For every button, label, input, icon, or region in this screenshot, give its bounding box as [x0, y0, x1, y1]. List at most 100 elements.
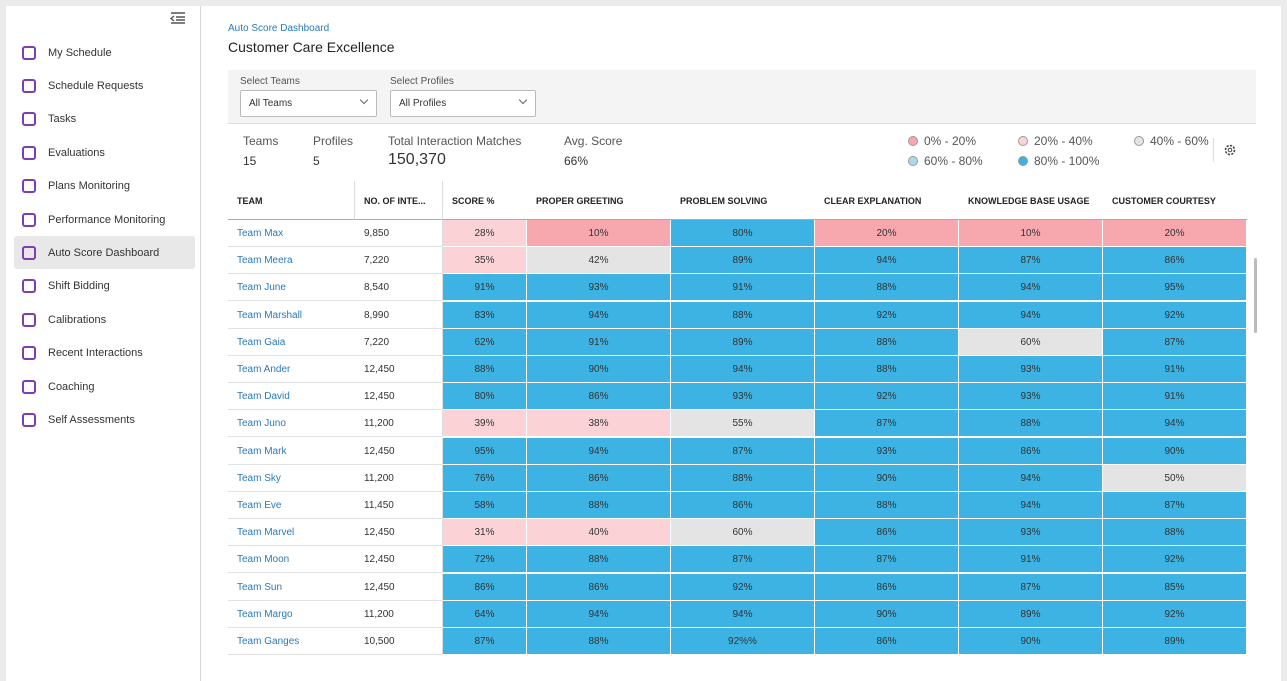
team-link[interactable]: Team Moon: [228, 546, 355, 574]
nav-item[interactable]: Shift Bidding: [14, 270, 195, 303]
legend-swatch: [1018, 136, 1028, 146]
table-cell: 50%: [1103, 464, 1247, 492]
filter-select[interactable]: All Teams: [240, 90, 377, 117]
table-cell: 83%: [443, 301, 527, 329]
table-cell: 10%: [959, 220, 1103, 247]
table-cell: 7,220: [355, 247, 443, 275]
legend-label: 20% - 40%: [1034, 134, 1093, 148]
table-cell: 94%: [671, 356, 815, 383]
scrollbar[interactable]: [1254, 258, 1257, 333]
table-cell: 10,500: [355, 628, 443, 655]
team-link[interactable]: Team Margo: [228, 601, 355, 628]
table-cell: 92%: [1103, 546, 1247, 574]
legend-label: 40% - 60%: [1150, 134, 1209, 148]
team-link[interactable]: Team Gaia: [228, 329, 355, 356]
table-cell: 87%: [671, 437, 815, 465]
settings-icon[interactable]: [1223, 143, 1237, 157]
nav-label: Performance Monitoring: [48, 213, 166, 226]
table-cell: 11,200: [355, 600, 443, 628]
nav-item[interactable]: Auto Score Dashboard: [14, 236, 195, 270]
nav-item[interactable]: Self Assessments: [14, 403, 195, 436]
collapse-icon[interactable]: [170, 11, 186, 25]
nav-icon: [22, 379, 36, 394]
breadcrumb[interactable]: Auto Score Dashboard: [228, 23, 330, 34]
table-cell: 88%: [1103, 519, 1247, 547]
nav-item[interactable]: Coaching: [14, 370, 195, 403]
table-cell: 91%: [1103, 356, 1247, 383]
nav-label: Recent Interactions: [48, 347, 143, 360]
team-link[interactable]: Team David: [228, 383, 355, 411]
table-cell: 94%: [959, 492, 1103, 519]
nav-item[interactable]: Recent Interactions: [14, 337, 195, 370]
nav-item[interactable]: My Schedule: [14, 36, 195, 69]
table-cell: 93%: [671, 383, 815, 411]
table-cell: 86%: [671, 492, 815, 519]
nav-label: Auto Score Dashboard: [48, 246, 160, 259]
table-cell: 89%: [671, 328, 815, 356]
nav-item[interactable]: Tasks: [14, 103, 195, 136]
nav-icon: [22, 346, 36, 361]
table-cell: 87%: [1103, 492, 1247, 519]
table-cell: 20%: [815, 220, 959, 247]
legend-swatch: [908, 156, 918, 166]
team-link[interactable]: Team Eve: [228, 492, 355, 519]
team-link[interactable]: Team Ander: [228, 356, 355, 383]
table-cell: 60%: [959, 328, 1103, 356]
nav-item[interactable]: Performance Monitoring: [14, 203, 195, 236]
table-cell: 92%: [1103, 301, 1247, 329]
table-cell: 38%: [527, 410, 671, 438]
table-cell: 28%: [443, 220, 527, 247]
table-cell: 94%: [1103, 410, 1247, 438]
table-cell: 91%: [1103, 383, 1247, 411]
table-cell: 11,200: [355, 410, 443, 438]
table-cell: 87%: [815, 546, 959, 574]
table-cell: 60%: [671, 519, 815, 547]
table-cell: 93%: [959, 356, 1103, 383]
table-cell: 90%: [815, 600, 959, 628]
team-link[interactable]: Team Ganges: [228, 628, 355, 655]
team-link[interactable]: Team June: [228, 274, 355, 302]
table-cell: 95%: [443, 437, 527, 465]
team-link[interactable]: Team Max: [228, 220, 355, 247]
table-cell: 85%: [1103, 573, 1247, 601]
stat-value: 150,370: [388, 151, 446, 168]
team-link[interactable]: Team Sky: [228, 465, 355, 492]
team-link[interactable]: Team Marshall: [228, 302, 355, 329]
column-header: PROBLEM SOLVING: [671, 181, 815, 220]
table-cell: 89%: [959, 600, 1103, 628]
table-cell: 72%: [443, 546, 527, 574]
column-header: TEAM: [228, 181, 355, 220]
team-link[interactable]: Team Sun: [228, 574, 355, 601]
table-cell: 11,200: [355, 464, 443, 492]
nav-item[interactable]: Plans Monitoring: [14, 170, 195, 203]
table-cell: 88%: [527, 492, 671, 519]
nav-icon: [22, 312, 36, 327]
table-cell: 55%: [671, 410, 815, 438]
table-cell: 88%: [815, 274, 959, 302]
table-cell: 87%: [815, 410, 959, 438]
table-cell: 91%: [671, 274, 815, 302]
table-cell: 31%: [443, 519, 527, 547]
team-link[interactable]: Team Meera: [228, 247, 355, 275]
table-cell: 91%: [527, 328, 671, 356]
legend-swatch: [908, 136, 918, 146]
table-cell: 94%: [959, 301, 1103, 329]
team-link[interactable]: Team Marvel: [228, 519, 355, 547]
table-cell: 88%: [815, 356, 959, 383]
nav-item[interactable]: Calibrations: [14, 303, 195, 336]
table-cell: 90%: [527, 356, 671, 383]
nav-label: Schedule Requests: [48, 79, 144, 92]
table-cell: 8,540: [355, 274, 443, 302]
table-cell: 12,450: [355, 437, 443, 465]
team-link[interactable]: Team Juno: [228, 410, 355, 438]
table-cell: 92%: [1103, 600, 1247, 628]
legend-item: 40% - 60%: [1134, 134, 1209, 148]
table-cell: 87%: [959, 247, 1103, 275]
filter-select[interactable]: All Profiles: [390, 90, 536, 117]
nav-item[interactable]: Schedule Requests: [14, 69, 195, 102]
team-link[interactable]: Team Mark: [228, 438, 355, 465]
table-cell: 94%: [527, 301, 671, 329]
nav-item[interactable]: Evaluations: [14, 136, 195, 169]
column-header: CLEAR EXPLANATION: [815, 181, 959, 220]
nav-label: Tasks: [48, 113, 77, 126]
